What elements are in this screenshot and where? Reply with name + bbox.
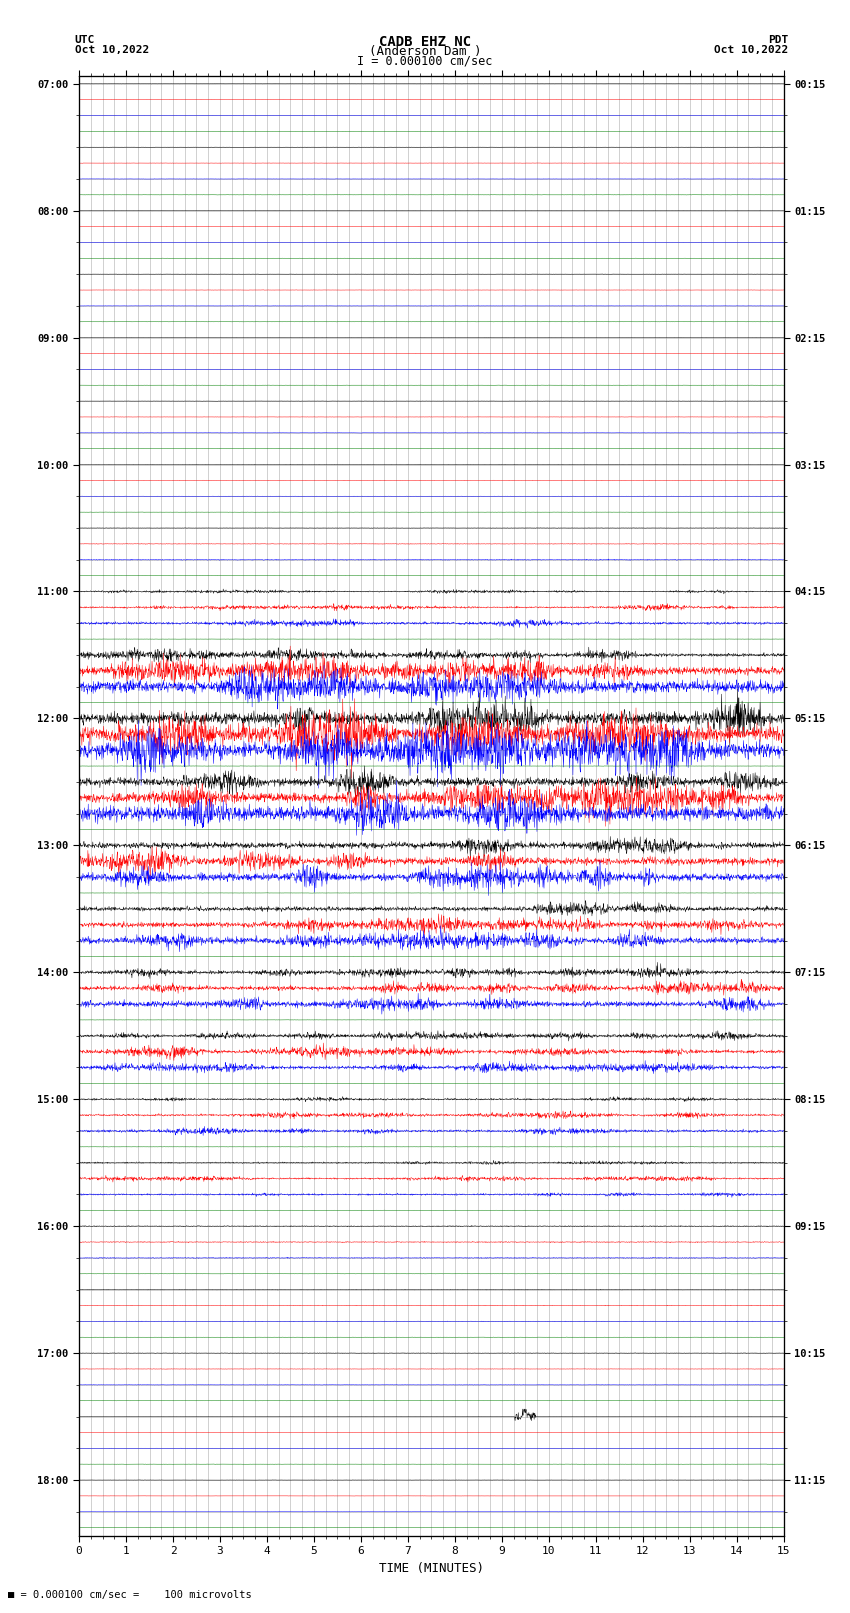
Text: (Anderson Dam ): (Anderson Dam ) [369,45,481,58]
Text: Oct 10,2022: Oct 10,2022 [75,45,149,55]
X-axis label: TIME (MINUTES): TIME (MINUTES) [379,1561,484,1574]
Text: ■ = 0.000100 cm/sec =    100 microvolts: ■ = 0.000100 cm/sec = 100 microvolts [8,1590,252,1600]
Text: Oct 10,2022: Oct 10,2022 [714,45,788,55]
Text: UTC: UTC [75,35,95,45]
Text: PDT: PDT [768,35,788,45]
Text: CADB EHZ NC: CADB EHZ NC [379,35,471,50]
Text: I = 0.000100 cm/sec: I = 0.000100 cm/sec [357,55,493,68]
